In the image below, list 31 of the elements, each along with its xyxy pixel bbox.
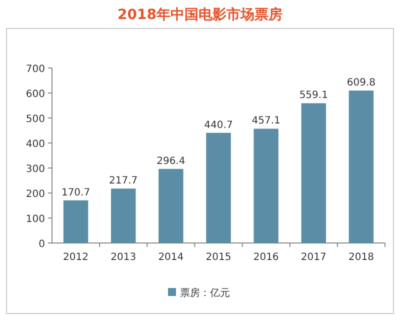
data-label: 170.7 xyxy=(61,187,90,198)
bar xyxy=(301,103,326,243)
data-label: 217.7 xyxy=(109,176,138,187)
x-tick-label: 2015 xyxy=(206,252,232,263)
bar xyxy=(254,128,278,243)
x-tick-label: 2018 xyxy=(348,252,374,263)
data-label: 609.8 xyxy=(346,78,376,89)
bar xyxy=(110,188,136,243)
y-tick-label: 300 xyxy=(26,164,45,175)
bar xyxy=(348,90,374,243)
x-tick-label: 2014 xyxy=(158,252,184,263)
bar xyxy=(63,200,88,243)
x-tick-label: 2017 xyxy=(300,252,326,263)
x-tick-label: 2016 xyxy=(253,252,279,263)
y-tick-label: 200 xyxy=(26,189,45,200)
data-label: 457.1 xyxy=(252,116,280,127)
y-tick-label: 100 xyxy=(26,214,45,225)
bar xyxy=(206,132,231,243)
y-tick-label: 600 xyxy=(26,89,45,100)
x-tick-label: 2013 xyxy=(110,252,136,263)
data-label: 440.7 xyxy=(204,120,233,131)
y-tick-label: 400 xyxy=(26,139,45,150)
y-tick-label: 500 xyxy=(26,114,45,125)
bar xyxy=(158,168,184,243)
data-label: 296.4 xyxy=(156,156,186,167)
legend-label: 票房：亿元 xyxy=(180,287,230,299)
y-tick-label: 700 xyxy=(26,64,45,75)
chart-title: 2018年中国电影市场票房 xyxy=(118,6,282,23)
data-label: 559.1 xyxy=(299,90,328,102)
x-tick-label: 2012 xyxy=(63,252,89,263)
y-tick-label: 0 xyxy=(38,239,45,250)
